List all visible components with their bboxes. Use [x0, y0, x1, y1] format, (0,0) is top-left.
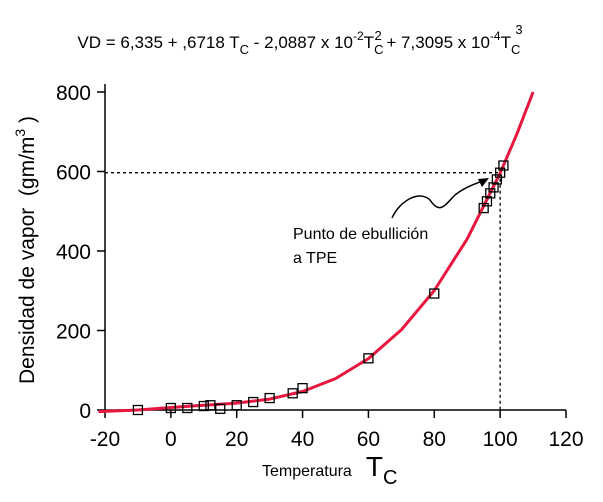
data-point	[248, 396, 259, 408]
title-part: T	[501, 33, 511, 52]
data-point	[182, 402, 193, 414]
title-part: + 7,3095 x 10	[382, 33, 490, 52]
title-part: 2	[374, 28, 381, 43]
data-point	[491, 174, 503, 185]
annotation: Punto de ebullición	[293, 226, 428, 243]
data-point	[264, 392, 275, 404]
chart-title: VD = 6,335 + ,6718 TC - 2,0887 x 10-2TC2…	[77, 22, 522, 57]
title-part: - 2,0887 x 10	[249, 33, 353, 52]
y-axis-label: Densidad de vapor (gm/m3 )	[12, 116, 39, 384]
title-part: C	[374, 42, 383, 57]
data-point	[198, 400, 209, 412]
annotation: a TPE	[293, 250, 337, 267]
data-point	[363, 353, 374, 364]
y-tick-label: 800	[56, 82, 91, 105]
title-part: VD = 6,335 + ,6718 T	[77, 33, 239, 52]
data-point	[205, 400, 216, 411]
x-tick-label: -20	[90, 428, 120, 451]
y-label-part: Densidad de vapor (gm/m	[16, 137, 39, 384]
x-label-part: Temperatura	[262, 463, 352, 480]
title-part: 3	[515, 22, 522, 37]
data-point	[287, 388, 298, 399]
data-point	[498, 160, 509, 171]
y-tick-label: 600	[56, 162, 91, 185]
x-label-part: C	[383, 467, 397, 489]
y-tick-label: 0	[79, 400, 91, 423]
data-point	[297, 382, 308, 394]
fit-curve	[98, 91, 535, 414]
y-tick-label: 200	[56, 321, 91, 344]
data-point	[231, 400, 242, 411]
y-label-part: 3	[12, 129, 28, 137]
data-point	[478, 202, 489, 214]
x-tick-label: 80	[423, 428, 446, 451]
title-part: C	[511, 42, 520, 57]
title-part: -2	[353, 29, 364, 43]
data-point	[481, 196, 493, 207]
data-point	[215, 403, 226, 414]
annotation-arrow	[391, 179, 486, 219]
x-tick-label: 100	[483, 428, 518, 451]
y-label-part: )	[16, 116, 39, 129]
title-part: -4	[490, 29, 501, 43]
x-label-part: T	[366, 451, 383, 482]
arrow-head	[478, 178, 489, 187]
title-part: C	[240, 42, 249, 57]
data-point	[488, 182, 499, 193]
x-tick-label: 40	[291, 428, 314, 451]
data-point	[494, 167, 506, 178]
x-tick-label: 60	[357, 428, 380, 451]
data-point	[485, 188, 496, 199]
data-point	[429, 288, 440, 299]
title-part: T	[364, 33, 374, 52]
data-point	[165, 402, 177, 414]
x-tick-label: 20	[225, 428, 248, 451]
x-tick-label: 120	[548, 428, 583, 451]
x-tick-label: 0	[165, 428, 177, 451]
y-tick-label: 400	[56, 241, 91, 264]
x-axis-label: Temperatura TC	[262, 451, 397, 489]
data-point	[132, 404, 144, 416]
